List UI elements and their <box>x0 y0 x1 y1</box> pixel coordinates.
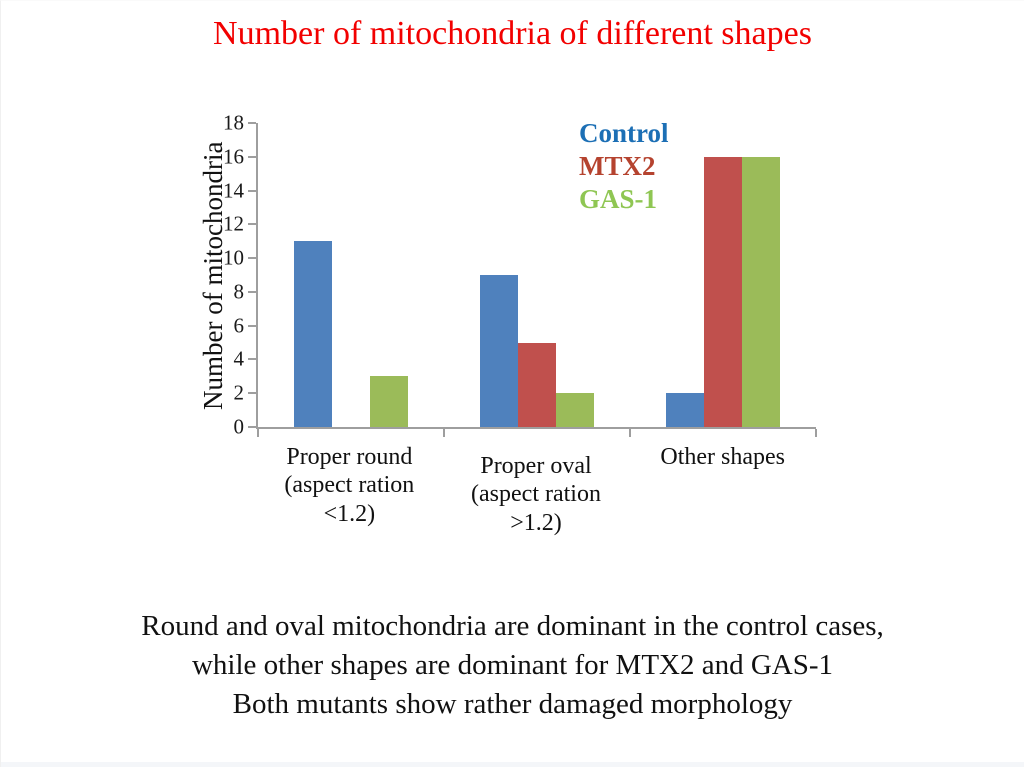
bar-gas-1-group3 <box>742 156 780 427</box>
caption: Round and oval mitochondria are dominant… <box>141 610 884 720</box>
y-tick-mark <box>248 392 256 395</box>
x-tick-mark <box>257 429 259 437</box>
bar-mtx2-group3 <box>704 156 742 427</box>
legend-item-control: Control <box>579 118 669 148</box>
x-axis-category-label: Proper round (aspect ration <1.2) <box>284 444 415 527</box>
x-axis-labels: Proper round (aspect ration <1.2) Proper … <box>256 443 816 537</box>
x-tick-mark <box>629 429 631 437</box>
y-tick-mark <box>248 223 256 226</box>
bar-mtx2-group2 <box>518 342 556 427</box>
x-axis-category-label: Other shapes <box>660 444 785 470</box>
bar-slot <box>742 123 780 427</box>
legend: Control MTX2 GAS-1 <box>579 117 669 216</box>
y-axis-title: Number of mitochondria <box>198 141 228 411</box>
plot-area: 0 2 4 6 8 10 12 14 16 18 <box>223 112 817 437</box>
chart-title: Number of mitochondria of different shap… <box>213 15 812 52</box>
x-axis-category-label: Proper oval (aspect ration >1.2) <box>471 453 601 536</box>
y-tick-mark <box>248 189 256 192</box>
y-tick-mark <box>248 257 256 260</box>
y-tick-label: 4 <box>233 346 245 371</box>
y-tick-label: 6 <box>233 313 245 338</box>
bar-slot <box>704 123 742 427</box>
bar-control-group2 <box>480 275 518 427</box>
bar-groups <box>258 123 816 427</box>
y-tick-label: 8 <box>233 279 245 304</box>
bar-group <box>630 123 816 427</box>
y-tick-label: 18 <box>223 110 244 135</box>
y-tick-label: 2 <box>233 380 245 405</box>
y-tick-mark <box>248 155 256 158</box>
bar-slot <box>518 123 556 427</box>
y-tick-mark <box>248 358 256 361</box>
bar-control-group1 <box>294 241 332 427</box>
bar-group <box>444 123 630 427</box>
y-tick-mark <box>248 290 256 293</box>
bar-slot <box>666 123 704 427</box>
legend-item-mtx2: MTX2 <box>579 151 656 181</box>
y-tick-label: 10 <box>223 245 244 270</box>
y-tick-label: 14 <box>223 178 244 203</box>
bar-slot <box>556 123 594 427</box>
bar-group <box>258 123 444 427</box>
y-tick-label: 12 <box>223 211 244 236</box>
bar-gas-1-group1 <box>370 376 408 427</box>
bar-control-group3 <box>666 393 704 427</box>
bar-slot <box>370 123 408 427</box>
legend-item-gas-1: GAS-1 <box>579 184 658 214</box>
y-tick-label: 0 <box>233 414 245 439</box>
y-tick-mark <box>248 426 256 428</box>
x-tick-mark <box>815 429 817 437</box>
bar-slot <box>480 123 518 427</box>
bar-gas-1-group2 <box>556 393 594 427</box>
bar-slot <box>332 123 370 427</box>
y-tick-mark <box>248 122 256 124</box>
x-tick-mark <box>443 429 445 437</box>
y-tick-label: 16 <box>223 144 244 169</box>
footer-strip <box>1 762 1024 767</box>
bar-slot <box>294 123 332 427</box>
y-tick-mark <box>248 324 256 327</box>
